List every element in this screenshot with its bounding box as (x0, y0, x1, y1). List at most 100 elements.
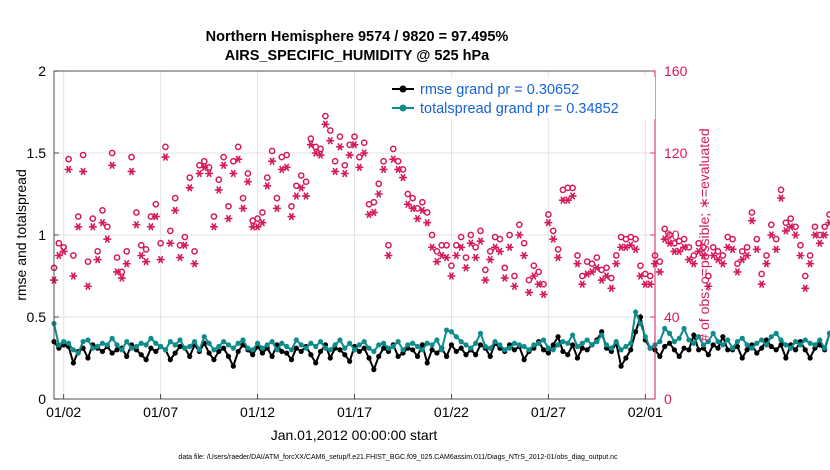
evaluated-obs-stroke (565, 196, 571, 204)
evaluated-obs-marker (694, 247, 703, 256)
evaluated-obs-stroke (342, 169, 348, 178)
rmse-point (570, 342, 576, 348)
rmse-point (313, 360, 319, 366)
evaluated-obs-marker (578, 280, 587, 288)
totalspread-point (279, 340, 285, 346)
evaluated-obs-stroke (531, 272, 537, 280)
rmse-point (279, 348, 285, 355)
evaluated-obs-marker (612, 260, 621, 268)
evaluated-obs-stroke (579, 280, 585, 288)
totalspread-point (342, 345, 348, 351)
possible-obs-marker (225, 202, 232, 210)
totalspread-point (603, 342, 610, 348)
totalspread-point (618, 347, 624, 353)
evaluated-obs-marker (825, 219, 830, 227)
possible-obs-marker (220, 153, 227, 161)
totalspread-point (80, 339, 86, 345)
evaluated-obs-stroke (226, 214, 231, 223)
evaluated-obs-stroke (419, 206, 425, 215)
totalspread-point (647, 345, 653, 351)
rmse-point (114, 347, 120, 353)
evaluated-obs-marker (767, 231, 776, 239)
evaluated-obs-stroke (429, 243, 435, 251)
totalspread-point (681, 325, 687, 332)
evaluated-obs-stroke (783, 227, 789, 235)
totalspread-point (545, 345, 551, 351)
possible-obs-marker (292, 182, 300, 190)
totalspread-point (749, 345, 755, 351)
totalspread-point (133, 343, 139, 350)
evaluated-obs-stroke (681, 243, 687, 251)
evaluated-obs-marker (820, 231, 829, 239)
possible-obs-marker (70, 252, 77, 259)
possible-obs-marker (409, 194, 417, 202)
evaluated-obs-marker (534, 280, 543, 288)
possible-obs-marker (515, 221, 523, 229)
possible-obs-marker (152, 200, 160, 208)
evaluated-obs-marker (326, 137, 335, 145)
evaluated-obs-marker (151, 212, 160, 221)
possible-obs-marker (336, 133, 344, 140)
evaluated-obs-marker (476, 237, 485, 245)
evaluated-obs-marker (452, 251, 461, 260)
evaluated-obs-stroke (458, 243, 464, 251)
evaluated-obs-marker (234, 155, 243, 163)
possible-obs-marker (457, 233, 465, 241)
rmse-point (143, 357, 149, 363)
evaluated-obs-stroke (710, 251, 716, 260)
evaluated-obs-stroke (444, 253, 450, 262)
possible-obs-marker (360, 139, 368, 147)
rmse-point (138, 352, 144, 358)
evaluated-obs-stroke (657, 268, 663, 276)
evaluated-obs-marker (282, 163, 291, 172)
totalspread-point (531, 342, 537, 348)
possible-obs-marker (99, 207, 106, 214)
rmse-point (666, 340, 673, 346)
evaluated-obs-stroke (274, 204, 280, 213)
rmse-point (85, 355, 91, 361)
evaluated-obs-stroke (541, 290, 546, 299)
totalspread-point (550, 347, 556, 353)
evaluated-obs-stroke (720, 260, 726, 268)
x-axis-label: Jan.01,2012 00:00:00 start (271, 427, 438, 443)
possible-obs-marker (181, 233, 189, 241)
evaluated-obs-stroke (196, 169, 202, 178)
totalspread-point (104, 342, 110, 348)
evaluated-obs-stroke (66, 165, 71, 174)
totalspread-point (715, 339, 721, 345)
totalspread-point (817, 337, 823, 343)
evaluated-obs-stroke (744, 251, 750, 260)
evaluated-obs-stroke (119, 274, 125, 282)
possible-obs-marker (210, 213, 218, 220)
evaluated-obs-marker (461, 264, 471, 272)
possible-obs-marker (84, 258, 92, 265)
possible-obs-marker (297, 172, 305, 179)
evaluated-obs-marker (757, 280, 766, 288)
possible-obs-marker (486, 248, 494, 255)
evaluated-obs-marker (335, 143, 345, 151)
evaluated-obs-stroke (211, 223, 217, 231)
possible-obs-marker (477, 227, 484, 235)
rmse-point (778, 342, 784, 348)
rmse-point (574, 355, 581, 361)
totalspread-point (153, 340, 159, 346)
totalspread-point (608, 345, 614, 351)
possible-obs-marker (196, 161, 203, 169)
totalspread-point (240, 337, 246, 343)
totalspread-point (424, 340, 430, 346)
totalspread-point (536, 340, 542, 346)
evaluated-obs-stroke (778, 194, 784, 202)
possible-obs-marker (704, 272, 712, 280)
evaluated-obs-stroke (822, 231, 828, 239)
possible-obs-marker (239, 194, 247, 202)
totalspread-point (768, 334, 774, 340)
rmse-point (487, 353, 493, 359)
rmse-point (443, 353, 450, 359)
evaluated-obs-marker (83, 282, 93, 290)
rmse-point (410, 347, 416, 353)
evaluated-obs-stroke (352, 141, 357, 149)
totalspread-point (463, 342, 469, 348)
totalspread-point (206, 340, 212, 346)
possible-obs-marker (65, 155, 72, 163)
possible-obs-marker (89, 215, 97, 222)
